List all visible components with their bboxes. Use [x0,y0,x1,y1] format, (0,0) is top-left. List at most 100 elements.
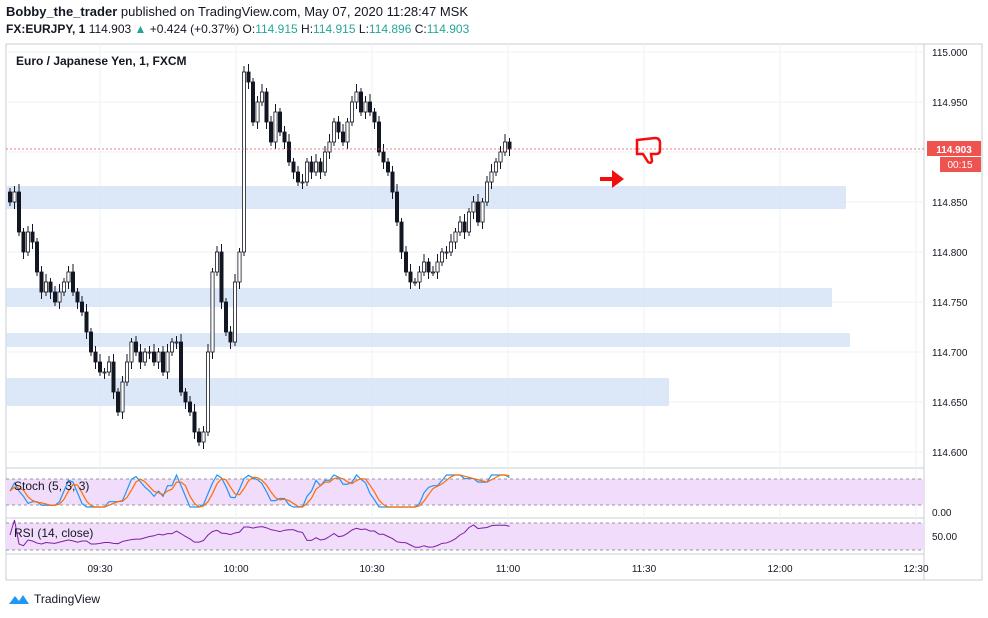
candle-body [255,101,260,123]
author-name[interactable]: Bobby_the_trader [6,4,118,19]
symbol-info: FX:EURJPY, 1 114.903 ▲ +0.424 (+0.37%) O… [6,22,469,36]
candle-body [71,271,76,293]
low-value: 114.896 [368,22,412,36]
candle-body [44,281,49,293]
candle-body [120,381,125,413]
y-tick-label: 114.950 [932,98,968,109]
candle-body [116,391,121,413]
candle-body [210,271,215,353]
candle-body [399,221,404,253]
x-tick-label: 10:30 [359,564,384,575]
y-tick-label: 114.850 [932,198,968,209]
candle-body [403,251,408,273]
candle-body [507,141,512,150]
candle-body [318,161,323,173]
candle-body [125,361,130,383]
candle-body [111,361,116,393]
candle-body [53,291,58,303]
candle-body [21,231,26,253]
x-tick-label: 12:00 [767,564,792,575]
candle-body [102,371,107,374]
candle-body [340,131,345,143]
arrow-right-icon [600,170,624,188]
x-tick-label: 12:30 [903,564,928,575]
price-change: +0.424 (+0.37%) [149,22,240,36]
candle-body [264,91,269,123]
candle-body [282,131,287,143]
candle-body [426,261,431,273]
candle-body [390,171,395,193]
candle-body [372,111,377,123]
candle-body [466,211,471,233]
candle-body [408,271,413,283]
candle-body [133,341,138,353]
candle-body [471,201,476,213]
candle-body [57,291,62,303]
y-tick-label: 114.750 [932,298,968,309]
candle-body [169,341,174,353]
open-label: O: [242,22,256,36]
candle-body [439,251,444,263]
x-tick-label: 11:30 [632,564,657,575]
candle-body [89,331,94,353]
candle-body [66,271,71,283]
candle-body [75,291,80,303]
candle-body [246,71,251,83]
candle-body [192,411,197,433]
open-value: 114.915 [255,22,298,36]
candle-body [453,231,458,243]
candle-body [381,151,386,163]
price-badge [927,141,981,156]
candle-body [156,351,161,363]
candle-body [35,241,40,273]
stoch-band [6,479,924,505]
candle-body [412,281,417,284]
close-value: 114.903 [426,22,470,36]
time-axis[interactable] [5,553,925,581]
candle-body [480,201,485,223]
candle-body [349,101,354,123]
high-value: 114.915 [313,22,356,36]
candle-body [214,251,219,273]
candle-body [376,121,381,153]
candle-body [187,401,192,413]
candle-body [93,351,98,363]
candle-body [183,391,188,403]
y-tick-label: 114.800 [932,248,968,259]
candle-body [484,181,489,203]
stoch-d-line [9,474,510,508]
candle-body [331,121,336,143]
candle-body [241,71,246,253]
candle-body [502,141,507,153]
y-tick-label: 114.700 [932,348,968,359]
candle-body [417,271,422,283]
candle-body [107,361,112,373]
support-zone [6,333,850,347]
candle-body [268,121,273,143]
support-zone [6,186,846,209]
candle-body [304,161,309,183]
candle-body [367,101,372,113]
candle-body [273,111,278,143]
price-axis[interactable] [923,43,983,581]
candle-body [363,101,368,113]
candle-body [322,151,327,173]
symbol-name: FX:EURJPY, 1 [6,22,86,36]
candle-body [219,251,224,303]
last-price: 114.903 [88,22,132,36]
countdown-label: 00:15 [947,160,972,171]
candle-body [286,141,291,163]
candle-body [223,301,228,333]
y-tick-label: 114.650 [932,398,968,409]
candle-body [309,161,314,173]
high-label: H: [301,22,314,36]
candle-body [178,341,183,393]
y-tick-label: 114.600 [932,448,968,459]
brand-name: TradingView [34,592,101,606]
y-tick-label: 115.000 [932,48,968,59]
candle-body [475,201,480,223]
tradingview-logo[interactable]: TradingView [8,592,100,606]
candle-body [345,121,350,143]
candle-body [493,161,498,173]
